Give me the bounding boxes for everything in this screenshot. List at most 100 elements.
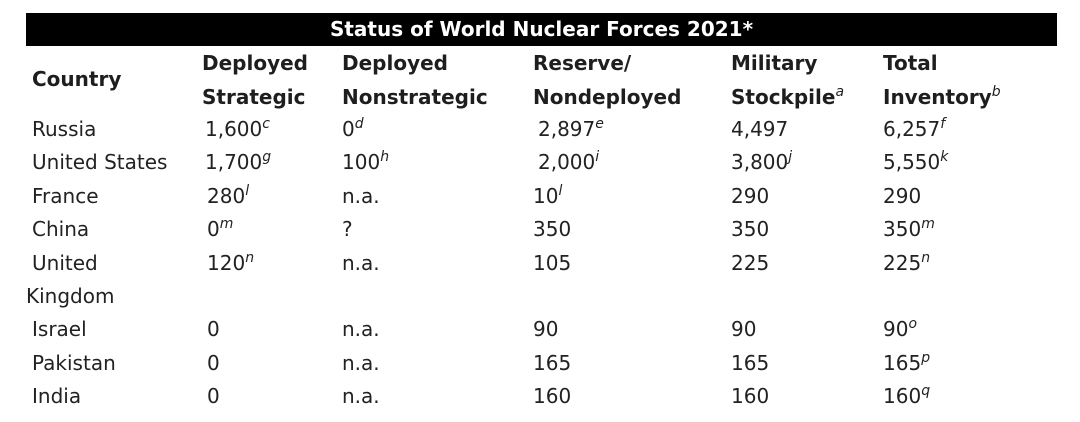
cell-reserve: 105	[533, 247, 571, 280]
header-deployed-nonstrategic-line2: Nonstrategic	[342, 85, 488, 109]
cell-value: 1,700	[205, 150, 263, 174]
cell-footnote: m	[219, 216, 234, 232]
cell-footnote: e	[595, 116, 604, 132]
cell-footnote: k	[940, 149, 949, 165]
cell-footnote: c	[262, 116, 270, 132]
cell-military-stockpile: 4,497	[731, 113, 788, 146]
cell-deployed-nonstrategic: 0d	[342, 113, 364, 146]
cell-value: 165	[883, 351, 922, 375]
cell-total-inventory: 225n	[883, 247, 930, 280]
cell-reserve: 165	[533, 347, 571, 380]
cell-footnote: q	[921, 383, 931, 399]
cell-military-stockpile: 165	[731, 347, 769, 380]
cell-reserve: 350	[533, 213, 571, 246]
cell-country: India	[32, 384, 82, 408]
cell-reserve: 90	[533, 313, 558, 346]
cell-total-inventory: 350m	[883, 213, 935, 246]
cell-footnote: l	[245, 183, 250, 199]
cell-value: n.a.	[342, 384, 380, 408]
cell-deployed-strategic: 0m	[207, 213, 233, 246]
cell-country: United States	[32, 150, 168, 174]
cell-footnote: f	[940, 116, 946, 132]
cell-value: 225	[731, 251, 770, 275]
header-total-line2: Inventoryb	[883, 80, 1001, 114]
cell-value: 0	[207, 217, 220, 241]
cell-deployed-strategic: 0	[207, 347, 220, 380]
cell-value: n.a.	[342, 184, 380, 208]
cell-value: 165	[533, 351, 572, 375]
cell-value: 290	[731, 184, 770, 208]
cell-value: 280	[207, 184, 246, 208]
cell-value: 5,550	[883, 150, 941, 174]
header-military-footnote: a	[835, 84, 845, 100]
cell-deployed-strategic: 0	[207, 313, 220, 346]
header-country: Country	[32, 67, 122, 91]
header-total-footnote: b	[991, 84, 1001, 100]
cell-deployed-nonstrategic: n.a.	[342, 347, 380, 380]
cell-value: 160	[533, 384, 572, 408]
cell-military-stockpile: 290	[731, 180, 769, 213]
cell-value: 0	[342, 117, 355, 141]
cell-deployed-nonstrategic: ?	[342, 213, 353, 246]
cell-value: 120	[207, 251, 246, 275]
cell-value: n.a.	[342, 351, 380, 375]
cell-value: 225	[883, 251, 922, 275]
cell-military-stockpile: 160	[731, 380, 769, 413]
cell-value: 2,000	[538, 150, 596, 174]
cell-military-stockpile: 350	[731, 213, 769, 246]
cell-footnote: n	[921, 250, 931, 266]
cell-country: United	[32, 251, 98, 275]
cell-value: 160	[883, 384, 922, 408]
cell-value: 3,800	[731, 150, 789, 174]
cell-value: 10	[533, 184, 559, 208]
header-military-line1: Military	[731, 51, 818, 75]
cell-total-inventory: 165p	[883, 347, 930, 380]
header-total-text: Inventory	[883, 85, 992, 109]
cell-value: 0	[207, 384, 220, 408]
cell-deployed-strategic: 1,700g	[205, 146, 271, 179]
cell-value: 0	[207, 317, 220, 341]
cell-total-inventory: 6,257f	[883, 113, 945, 146]
cell-deployed-nonstrategic: n.a.	[342, 180, 380, 213]
cell-country: France	[32, 184, 99, 208]
cell-country-line2: Kingdom	[26, 284, 115, 308]
header-reserve-line2: Nondeployed	[533, 85, 682, 109]
cell-value: 90	[883, 317, 909, 341]
cell-value: 105	[533, 251, 572, 275]
cell-reserve: 10l	[533, 180, 562, 213]
cell-reserve: 2,897e	[538, 113, 604, 146]
cell-military-stockpile: 225	[731, 247, 769, 280]
cell-value: 90	[533, 317, 559, 341]
cell-value: 100	[342, 150, 381, 174]
cell-deployed-strategic: 0	[207, 380, 220, 413]
cell-country: China	[32, 217, 90, 241]
cell-deployed-nonstrategic: 100h	[342, 146, 389, 179]
cell-deployed-strategic: 120n	[207, 247, 254, 280]
cell-footnote: j	[788, 149, 793, 165]
cell-footnote: n	[245, 250, 255, 266]
cell-country: Israel	[32, 317, 87, 341]
cell-total-inventory: 5,550k	[883, 146, 948, 179]
header-deployed-strategic-line2: Strategic	[202, 85, 306, 109]
cell-value: 0	[207, 351, 220, 375]
header-deployed-strategic-line1: Deployed	[202, 51, 308, 75]
cell-military-stockpile: 90	[731, 313, 756, 346]
cell-value: 2,897	[538, 117, 596, 141]
cell-footnote: h	[380, 149, 390, 165]
cell-footnote: p	[921, 350, 931, 366]
cell-value: 4,497	[731, 117, 789, 141]
header-deployed-nonstrategic-line1: Deployed	[342, 51, 448, 75]
cell-footnote: d	[354, 116, 364, 132]
cell-total-inventory: 160q	[883, 380, 930, 413]
cell-total-inventory: 290	[883, 180, 921, 213]
cell-deployed-strategic: 1,600c	[205, 113, 270, 146]
cell-value: 350	[731, 217, 770, 241]
header-military-line2: Stockpilea	[731, 80, 844, 114]
cell-total-inventory: 90o	[883, 313, 917, 346]
cell-value: n.a.	[342, 251, 380, 275]
cell-value: ?	[342, 217, 353, 241]
cell-value: 350	[883, 217, 922, 241]
cell-value: 350	[533, 217, 572, 241]
header-total-line1: Total	[883, 51, 938, 75]
